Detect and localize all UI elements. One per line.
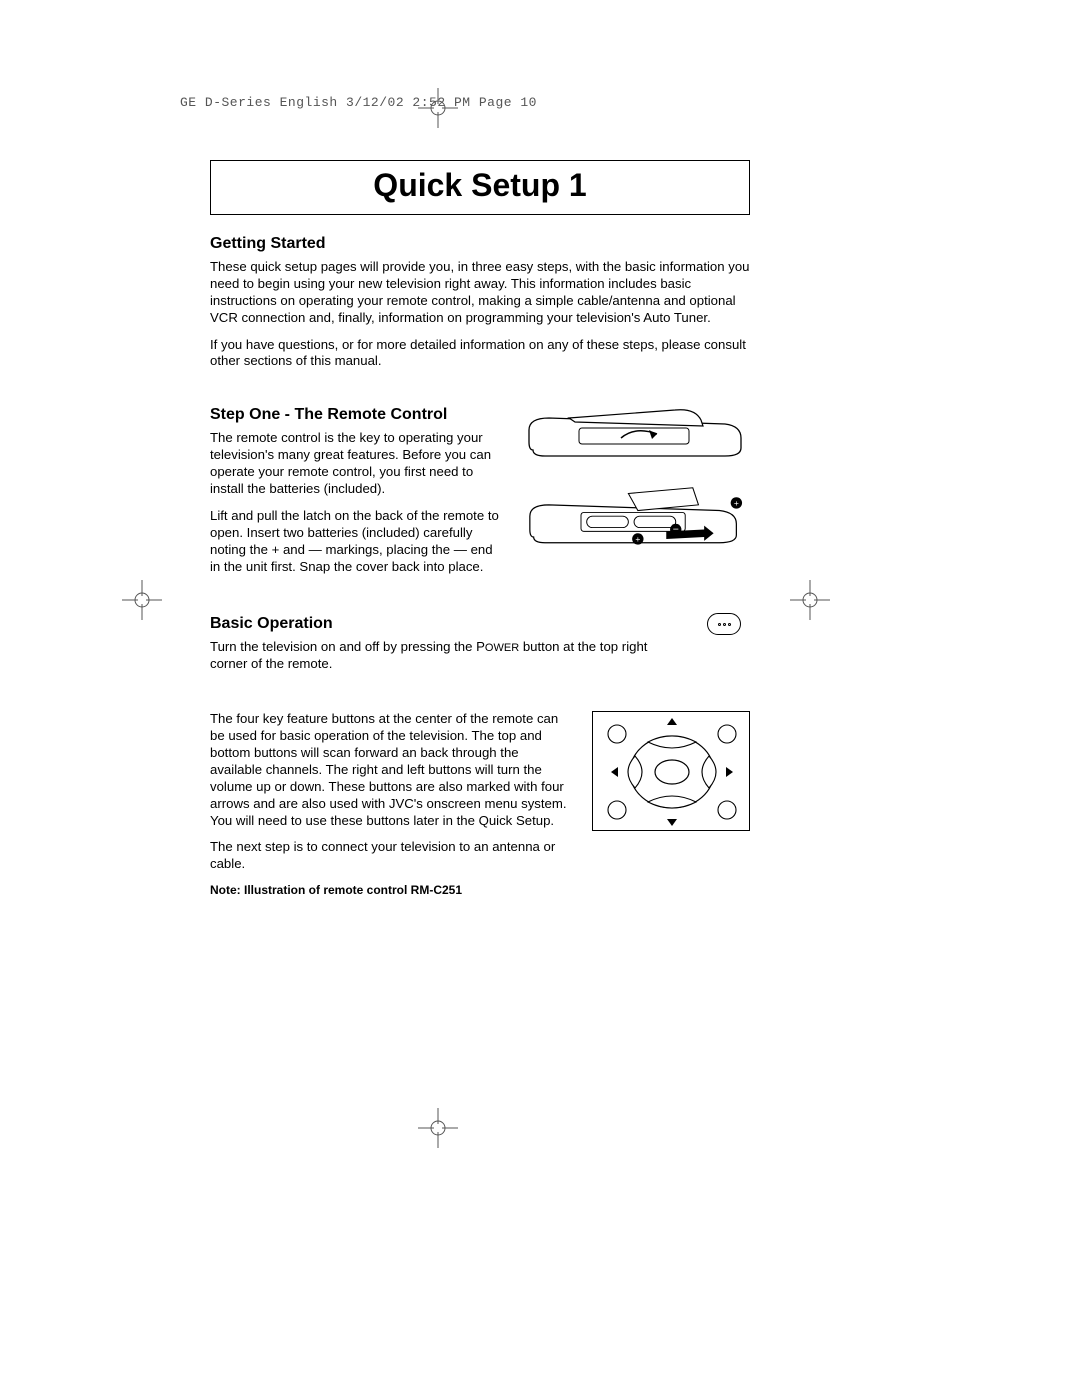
p-getting-started-1: These quick setup pages will provide you… — [210, 259, 750, 327]
note-remote-model: Note: Illustration of remote control RM-… — [210, 883, 574, 897]
imprint-line: GE D-Series English 3/12/02 2:52 PM Page… — [180, 95, 537, 110]
p-step-one-1: The remote control is the key to operati… — [210, 430, 502, 498]
crop-mark-top — [418, 88, 458, 128]
p-basic-2: The four key feature buttons at the cent… — [210, 711, 574, 829]
crop-mark-right — [790, 580, 830, 620]
page-content: Quick Setup 1 Getting Started These quic… — [210, 160, 750, 897]
figure-power-button — [698, 613, 750, 635]
heading-step-one: Step One - The Remote Control — [210, 406, 502, 424]
heading-basic-operation: Basic Operation — [210, 615, 680, 633]
svg-text:+: + — [734, 498, 739, 508]
remote-batteries-icon: + − + — [525, 484, 745, 556]
p-basic-1-smallcaps: OWER — [485, 642, 519, 654]
crop-mark-left — [122, 580, 162, 620]
figure-remote-battery: + − + — [520, 398, 750, 568]
remote-open-icon — [525, 398, 745, 470]
title-box: Quick Setup 1 — [210, 160, 750, 215]
p-basic-1-pre: Turn the television on and off by pressi… — [210, 639, 485, 654]
proceed-text — [290, 1010, 750, 1040]
p-getting-started-2: If you have questions, or for more detai… — [210, 337, 750, 371]
p-basic-1: Turn the television on and off by pressi… — [210, 639, 680, 673]
heading-getting-started: Getting Started — [210, 235, 750, 253]
p-basic-3: The next step is to connect your televis… — [210, 839, 574, 873]
crop-mark-bottom — [418, 1108, 458, 1148]
figure-nav-pad — [592, 711, 750, 831]
page-title: Quick Setup 1 — [211, 167, 749, 204]
p-step-one-2: Lift and pull the latch on the back of t… — [210, 508, 502, 576]
svg-text:+: + — [635, 534, 640, 544]
power-button-icon — [707, 613, 741, 635]
page-footer — [210, 1010, 750, 1040]
